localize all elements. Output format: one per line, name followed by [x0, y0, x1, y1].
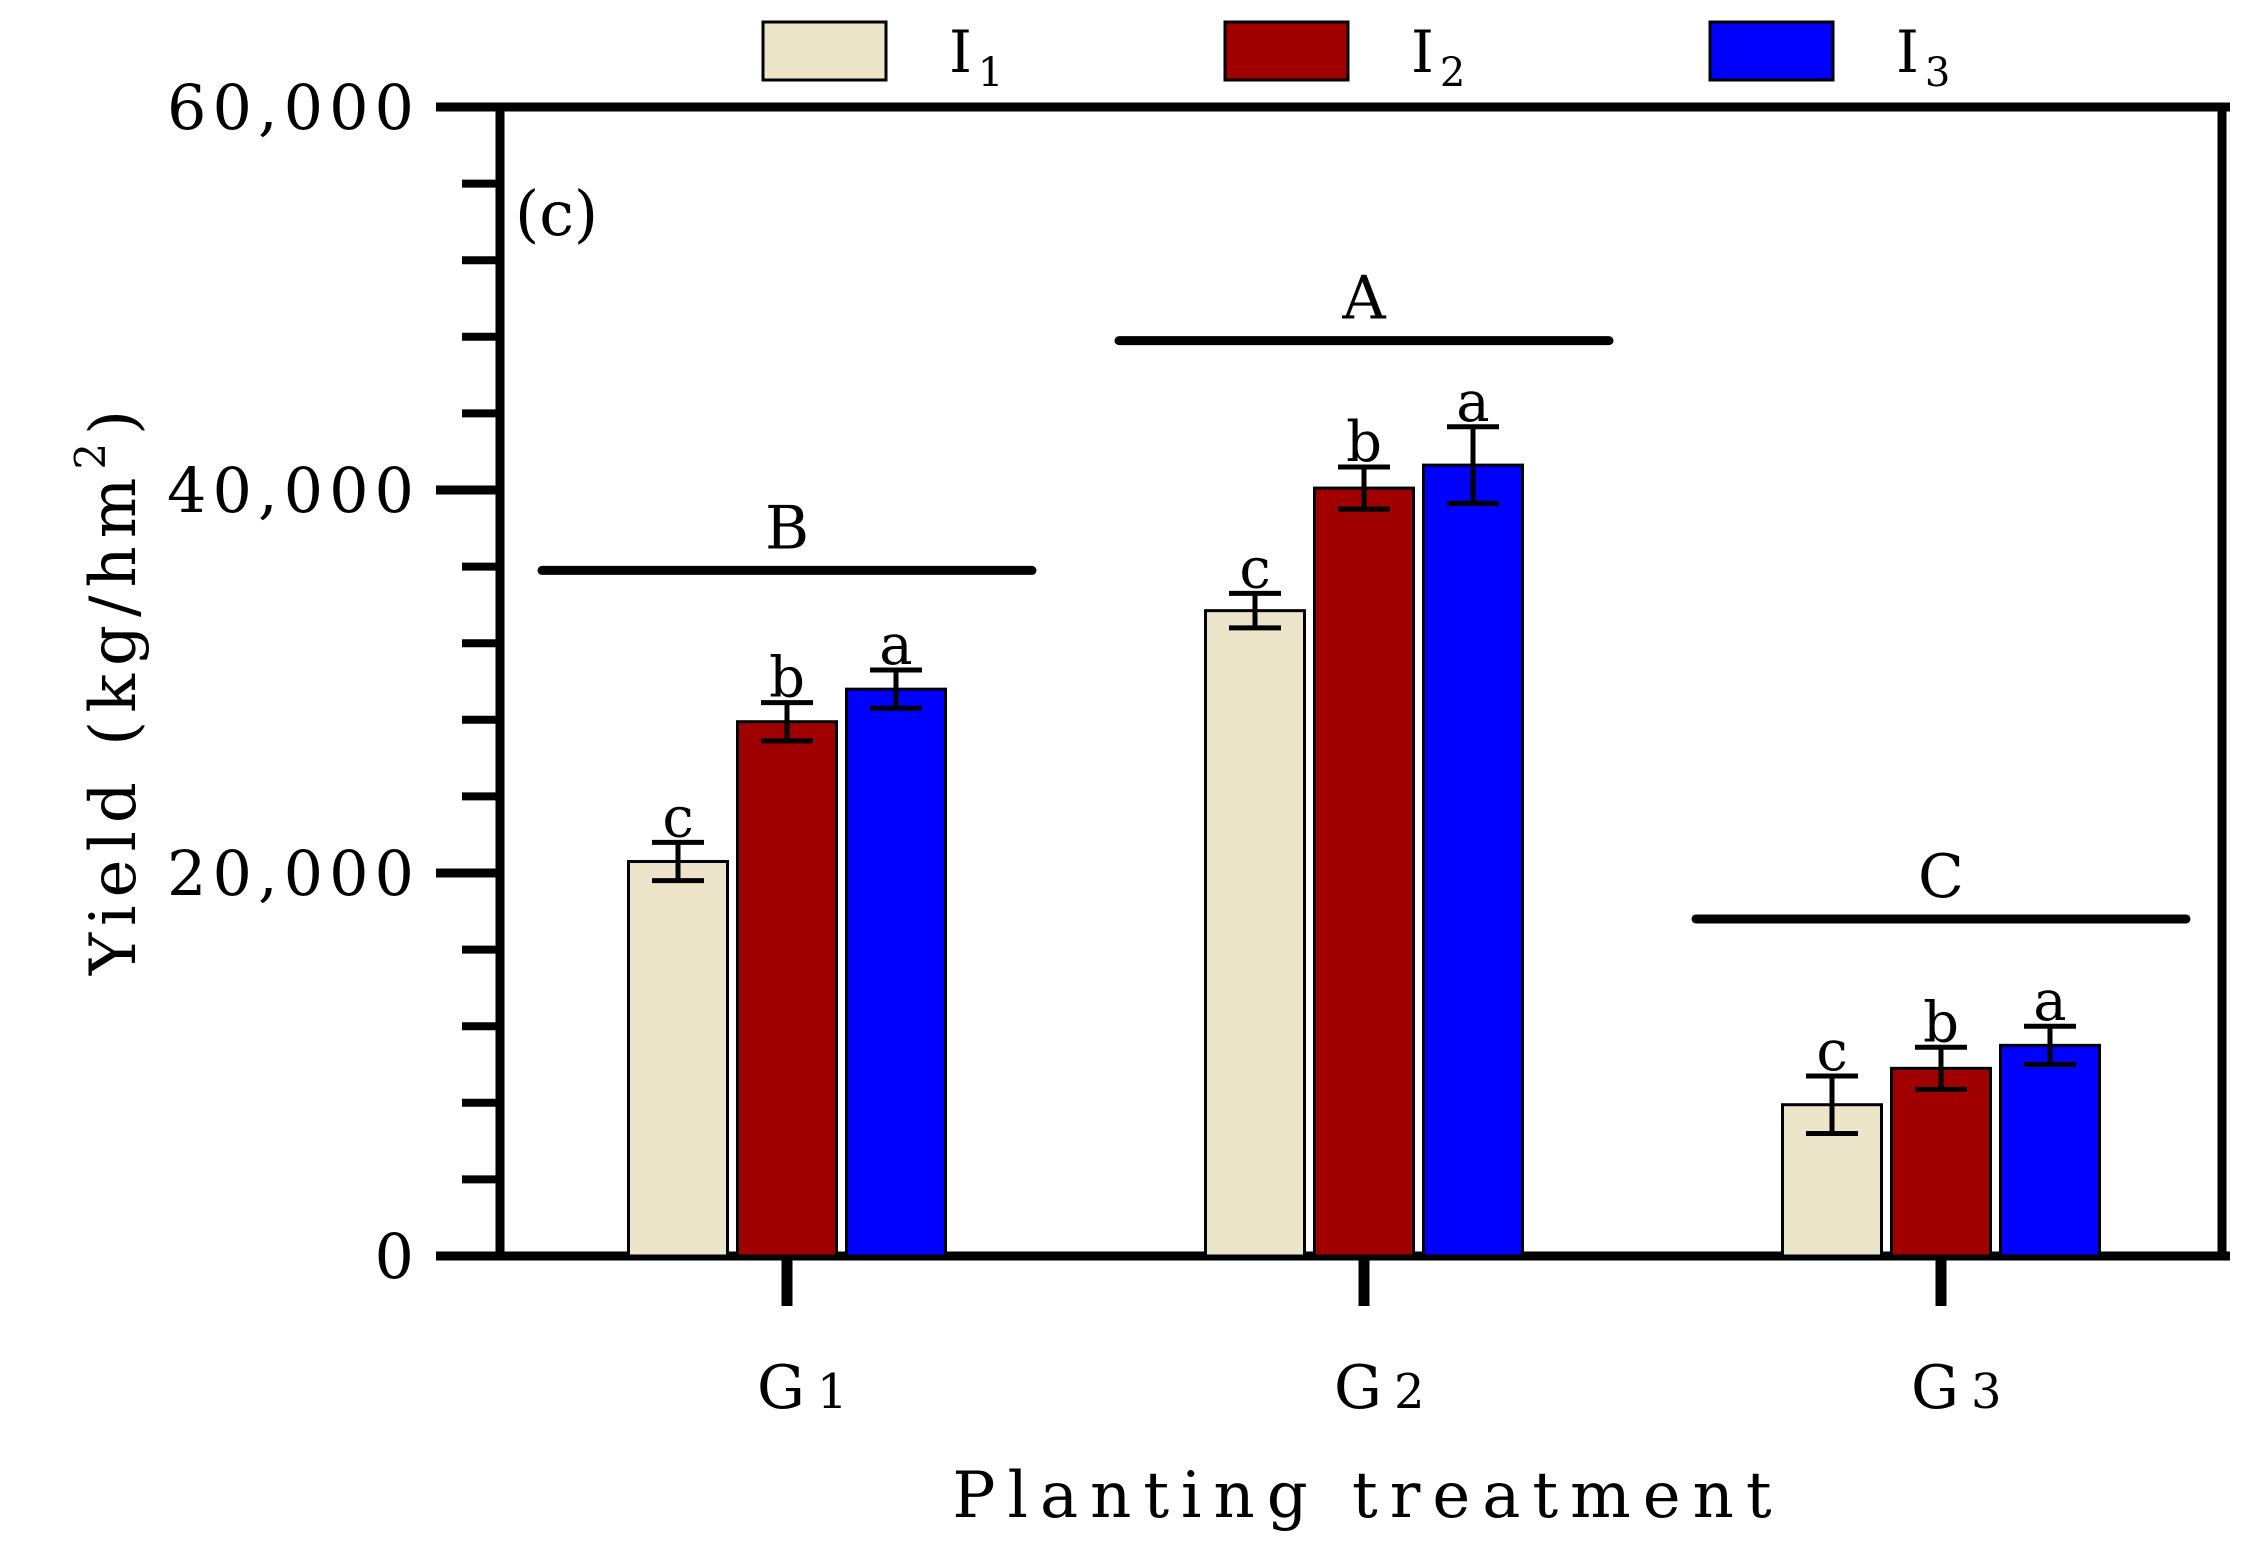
- y-axis-title: Yield (kg/hm2): [66, 402, 151, 976]
- series-I3: a a a: [845, 370, 2101, 1258]
- legend-swatch: [1708, 20, 1835, 82]
- bar: [736, 720, 838, 1258]
- x-axis-title: Planting treatment: [952, 1459, 1783, 1533]
- bar: [1890, 1066, 1992, 1258]
- bar: [845, 687, 947, 1258]
- panel-label: (c): [515, 177, 598, 250]
- group-letter: A: [1341, 264, 1386, 334]
- series-I2: b b b: [736, 410, 1992, 1258]
- significance-letter: a: [879, 613, 912, 678]
- y-axis-title-text: Yield (kg/hm: [77, 470, 151, 976]
- significance-letter: c: [1816, 1019, 1847, 1084]
- significance-letter: b: [1346, 410, 1382, 475]
- y-tick-label: 40,000: [167, 454, 420, 527]
- significance-letter: a: [2033, 969, 2066, 1034]
- significance-letter: a: [1456, 370, 1489, 435]
- bar: [1313, 486, 1415, 1258]
- bar: [627, 860, 729, 1258]
- significance-letter: b: [769, 646, 805, 711]
- series-I1: c c c: [627, 536, 1883, 1258]
- y-axis: 0 20,000 40,000 60,000: [167, 71, 500, 1293]
- bar: [1999, 1043, 2101, 1258]
- y-tick-label: 20,000: [167, 837, 420, 910]
- group-letter: C: [1918, 842, 1964, 912]
- y-axis-title-close: ): [77, 402, 151, 435]
- significance-letter: c: [1239, 536, 1270, 601]
- legend-swatch: [1223, 20, 1350, 82]
- bars: c c c b b b a a a: [627, 370, 2101, 1258]
- significance-letter: c: [662, 785, 693, 850]
- y-axis-title-superscript: 2: [66, 435, 115, 470]
- legend-swatch: [761, 20, 888, 82]
- bar: [1204, 609, 1306, 1258]
- bar: [1422, 463, 1524, 1258]
- group-letter: B: [765, 493, 809, 563]
- group-significance: B A C: [537, 264, 2191, 924]
- y-tick-label: 60,000: [167, 71, 420, 144]
- y-tick-label: 0: [375, 1220, 420, 1293]
- significance-letter: b: [1923, 990, 1959, 1055]
